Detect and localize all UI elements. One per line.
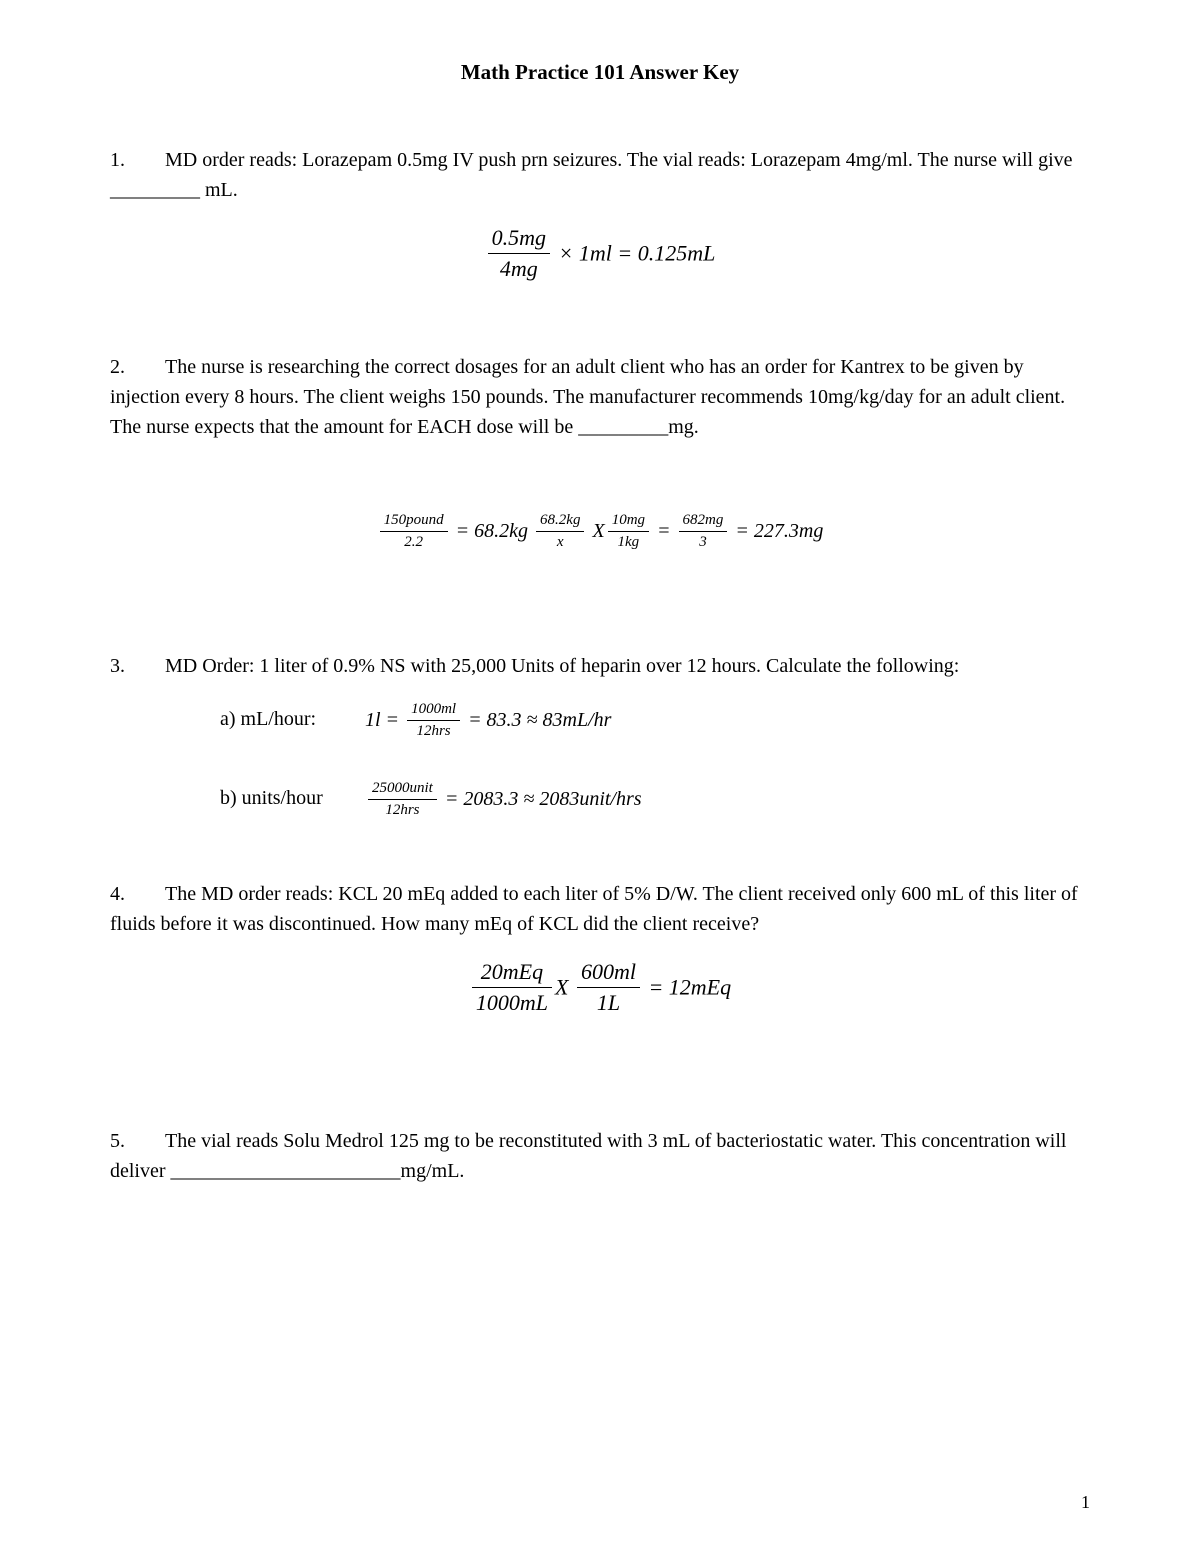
q2-number: 2. bbox=[110, 352, 165, 382]
q3-text: MD Order: 1 liter of 0.9% NS with 25,000… bbox=[165, 655, 959, 677]
q2-f1-num: 150pound bbox=[380, 512, 448, 532]
question-2: 2.The nurse is researching the correct d… bbox=[110, 352, 1090, 442]
q3-number: 3. bbox=[110, 651, 165, 681]
q2-f4-num: 682mg bbox=[679, 512, 728, 532]
question-4: 4.The MD order reads: KCL 20 mEq added t… bbox=[110, 879, 1090, 939]
q4-rest: = 12mEq bbox=[643, 975, 731, 1000]
q1-rest: × 1ml = 0.125mL bbox=[553, 241, 715, 266]
q1-fraction: 0.5mg 4mg bbox=[488, 225, 550, 282]
q3a-den: 12hrs bbox=[407, 721, 460, 740]
q2-f3-den: 1kg bbox=[608, 532, 649, 551]
q2-f2: 68.2kg x bbox=[536, 512, 584, 551]
q2-r1: = 68.2kg bbox=[451, 520, 533, 542]
q4-f2-den: 1L bbox=[577, 988, 640, 1016]
page-number: 1 bbox=[1081, 1492, 1090, 1513]
question-5: 5.The vial reads Solu Medrol 125 mg to b… bbox=[110, 1126, 1090, 1186]
page-title: Math Practice 101 Answer Key bbox=[110, 60, 1090, 85]
q2-f1-den: 2.2 bbox=[380, 532, 448, 551]
q3b-label: b) units/hour bbox=[220, 787, 360, 810]
q2-r3: = bbox=[652, 520, 676, 542]
q2-formula: 150pound 2.2 = 68.2kg 68.2kg x X 10mg 1k… bbox=[110, 512, 1090, 551]
q2-f3-num: 10mg bbox=[608, 512, 649, 532]
q2-r2: X bbox=[587, 520, 604, 542]
question-3: 3.MD Order: 1 liter of 0.9% NS with 25,0… bbox=[110, 651, 1090, 681]
q3b-rest: = 2083.3 ≈ 2083unit/hrs bbox=[440, 788, 642, 810]
q4-f1-num: 20mEq bbox=[472, 959, 552, 988]
q1-formula: 0.5mg 4mg × 1ml = 0.125mL bbox=[110, 225, 1090, 282]
q2-f3: 10mg 1kg bbox=[608, 512, 649, 551]
q3a-frac: 1000ml 12hrs bbox=[407, 701, 460, 740]
q2-f2-num: 68.2kg bbox=[536, 512, 584, 532]
q2-f4-den: 3 bbox=[679, 532, 728, 551]
q3a-pre: 1l = bbox=[365, 709, 404, 731]
q1-frac-num: 0.5mg bbox=[488, 225, 550, 254]
q1-frac-den: 4mg bbox=[488, 254, 550, 282]
q4-f1-den: 1000mL bbox=[472, 988, 552, 1016]
q5-text: The vial reads Solu Medrol 125 mg to be … bbox=[110, 1130, 1066, 1182]
q3b: b) units/hour 25000unit 12hrs = 2083.3 ≈… bbox=[220, 780, 1090, 819]
q1-number: 1. bbox=[110, 145, 165, 175]
q2-f2-den: x bbox=[536, 532, 584, 551]
q4-f2-num: 600ml bbox=[577, 959, 640, 988]
q2-f1: 150pound 2.2 bbox=[380, 512, 448, 551]
q3a-num: 1000ml bbox=[407, 701, 460, 721]
q1-text: MD order reads: Lorazepam 0.5mg IV push … bbox=[110, 149, 1073, 201]
q4-text: The MD order reads: KCL 20 mEq added to … bbox=[110, 883, 1078, 935]
q3a: a) mL/hour: 1l = 1000ml 12hrs = 83.3 ≈ 8… bbox=[220, 701, 1090, 740]
q3b-frac: 25000unit 12hrs bbox=[368, 780, 437, 819]
q3b-den: 12hrs bbox=[368, 800, 437, 819]
q3b-num: 25000unit bbox=[368, 780, 437, 800]
q3a-rest: = 83.3 ≈ 83mL/hr bbox=[463, 709, 611, 731]
q4-mid: X bbox=[555, 975, 574, 1000]
q5-number: 5. bbox=[110, 1126, 165, 1156]
q2-text: The nurse is researching the correct dos… bbox=[110, 356, 1065, 438]
q3a-label: a) mL/hour: bbox=[220, 708, 360, 731]
q4-number: 4. bbox=[110, 879, 165, 909]
q2-r4: = 227.3mg bbox=[730, 520, 823, 542]
question-1: 1.MD order reads: Lorazepam 0.5mg IV pus… bbox=[110, 145, 1090, 205]
q2-f4: 682mg 3 bbox=[679, 512, 728, 551]
q4-f2: 600ml 1L bbox=[577, 959, 640, 1016]
q4-f1: 20mEq 1000mL bbox=[472, 959, 552, 1016]
q4-formula: 20mEq 1000mL X 600ml 1L = 12mEq bbox=[110, 959, 1090, 1016]
